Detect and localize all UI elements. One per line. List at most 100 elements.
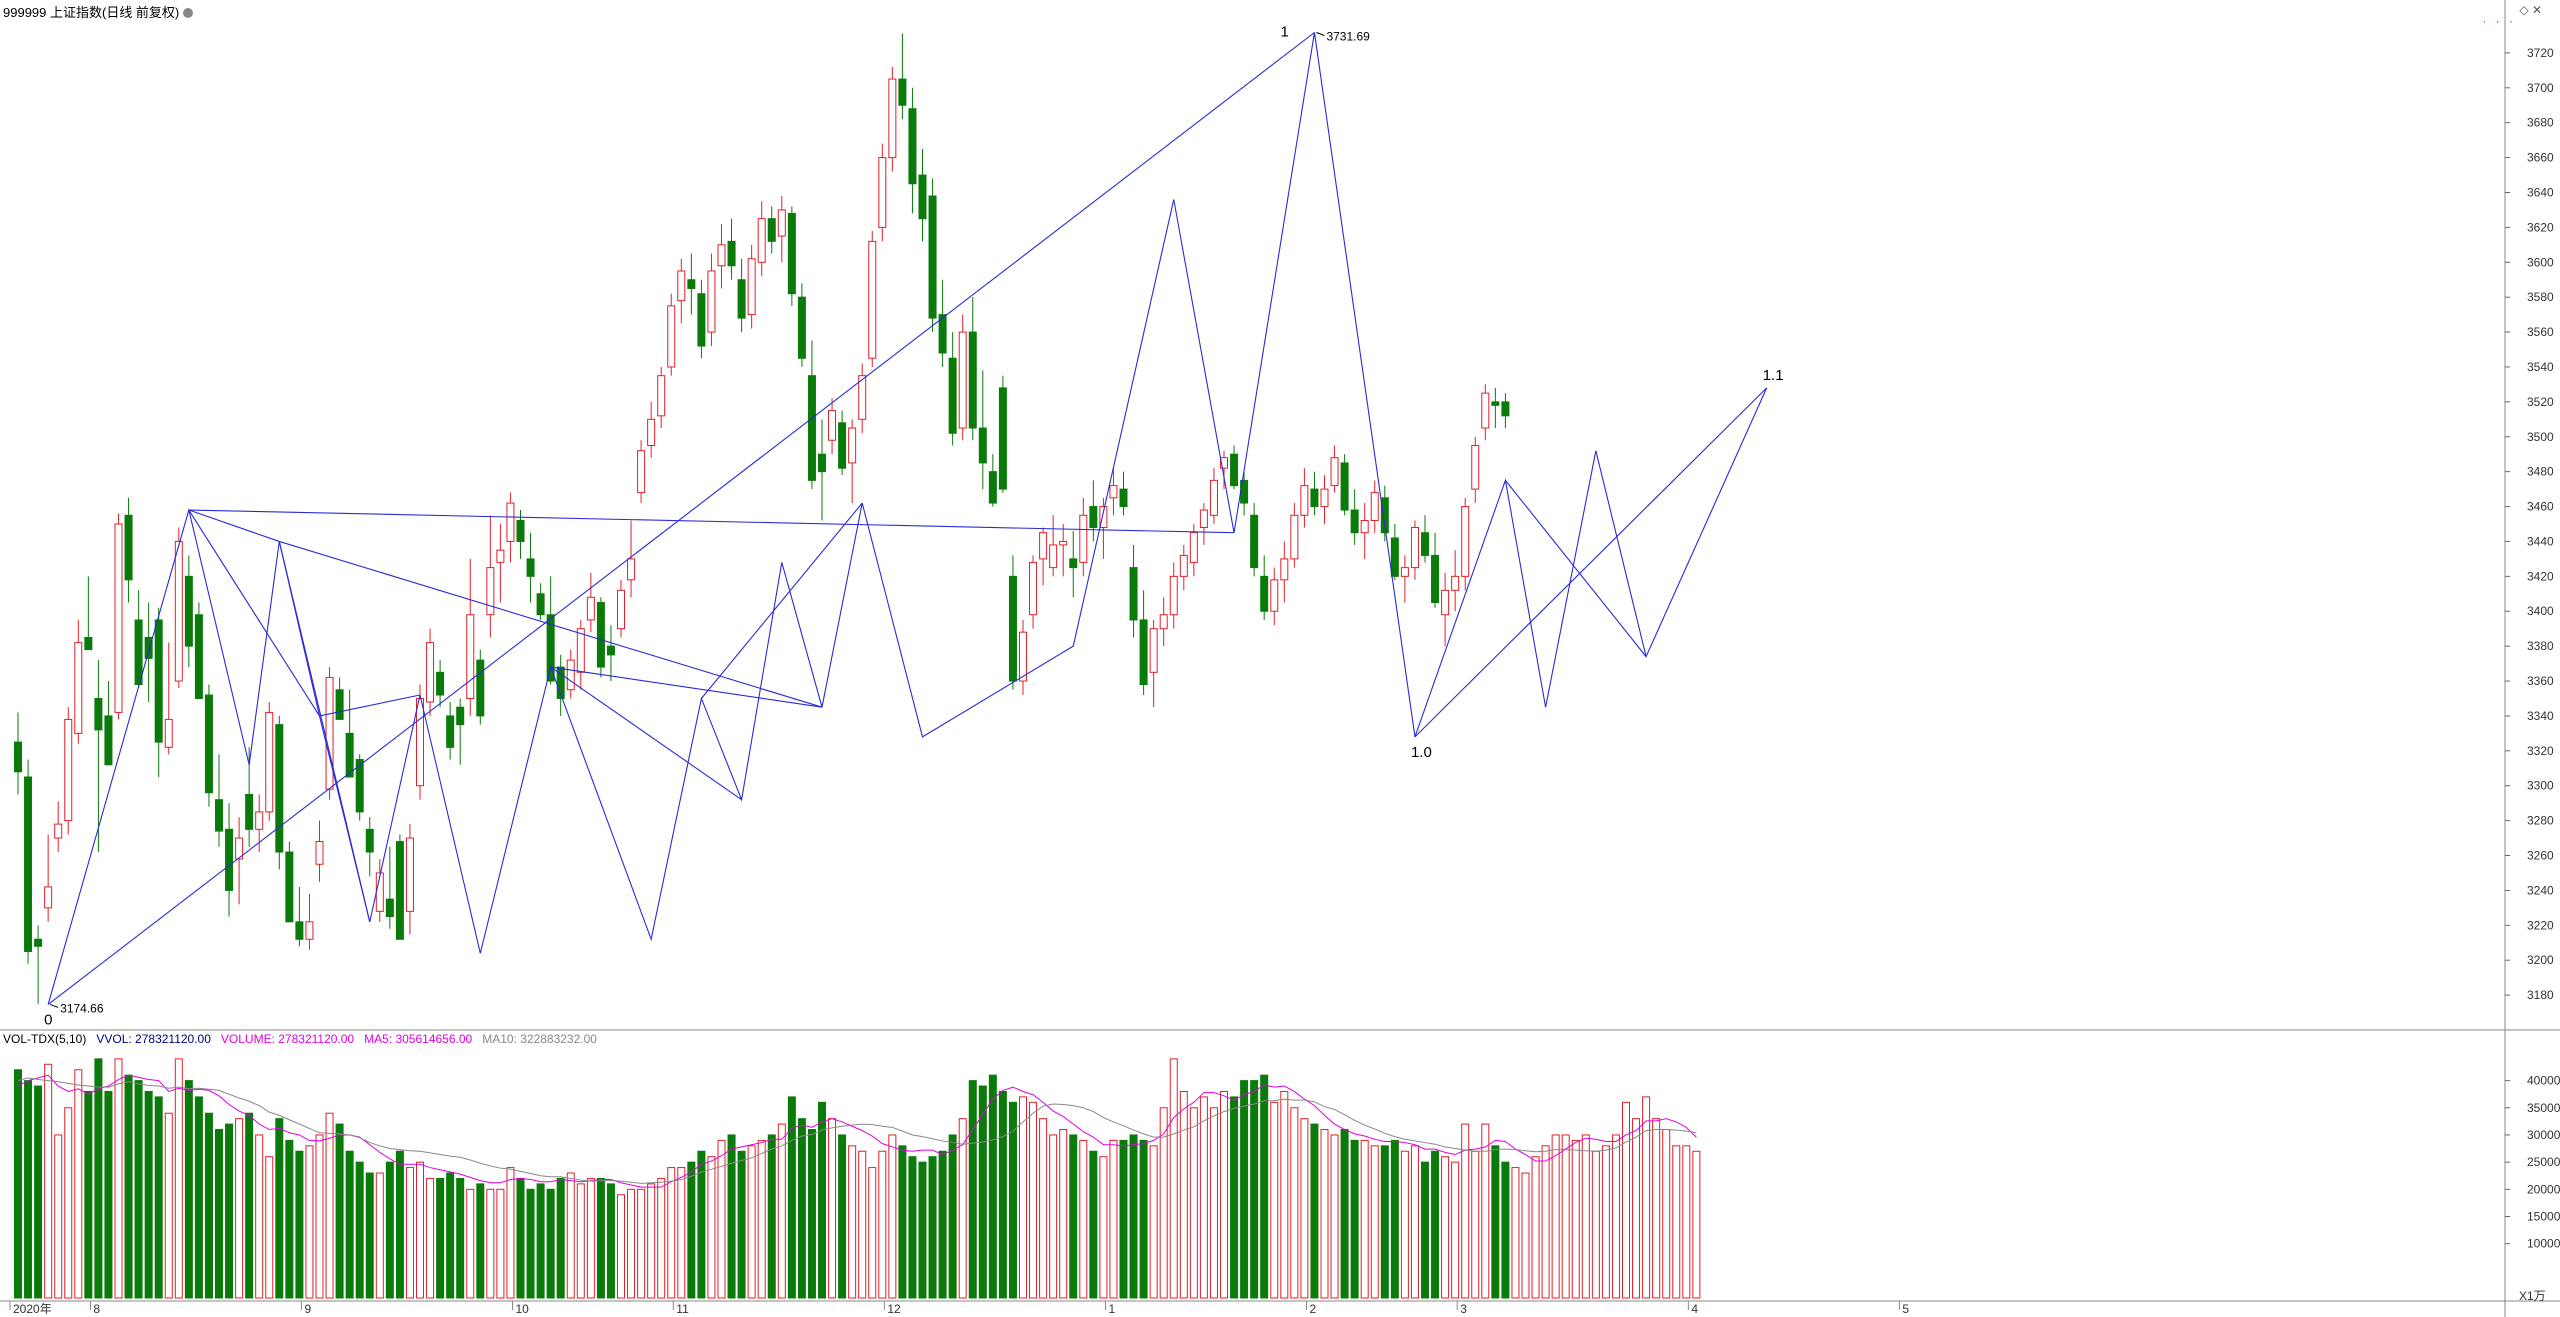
candle — [1079, 497, 1088, 577]
candle — [1471, 436, 1480, 504]
candle-body — [456, 706, 465, 726]
candle-body — [968, 331, 977, 429]
volume-bar — [556, 1177, 565, 1299]
volume-bar — [958, 1118, 967, 1299]
candle-body — [1049, 544, 1058, 569]
volume-bar — [677, 1167, 686, 1299]
volume-tick-label: 35000 — [2527, 1101, 2560, 1115]
candle — [1129, 544, 1138, 638]
volume-bar — [1079, 1139, 1088, 1299]
volume-bar — [1410, 1145, 1419, 1299]
wave-line — [550, 666, 742, 801]
diamond-icon[interactable]: ◇ — [2519, 3, 2529, 17]
info-circle-icon[interactable] — [183, 8, 194, 18]
candle — [717, 223, 726, 289]
candle-body — [737, 279, 746, 319]
close-icon[interactable]: ✕ — [2531, 3, 2542, 17]
candle-body — [94, 697, 103, 731]
date-tick-label: 5 — [1902, 1302, 1909, 1316]
volume-bar — [174, 1058, 183, 1299]
volume-bar — [1240, 1080, 1249, 1299]
volume-bar — [1551, 1134, 1560, 1299]
candle-body — [44, 886, 53, 909]
candle-body — [1390, 537, 1399, 577]
candle — [1491, 387, 1500, 429]
candle — [737, 258, 746, 333]
candle-body — [767, 218, 776, 242]
volume-bar — [64, 1107, 73, 1299]
volume-bar — [1380, 1145, 1389, 1299]
volume-bar — [1109, 1139, 1118, 1299]
volume-bar — [34, 1085, 43, 1299]
candle — [1431, 532, 1440, 608]
candle — [1049, 515, 1058, 577]
candle — [1330, 445, 1339, 493]
price-tick-label: 3400 — [2527, 604, 2554, 618]
candle — [978, 370, 987, 490]
candle-body — [586, 596, 595, 621]
volume-bar — [737, 1150, 746, 1299]
candle — [1461, 497, 1470, 591]
candle — [1199, 503, 1208, 545]
candle-body — [355, 759, 364, 813]
candle-body — [134, 619, 143, 686]
candle — [1189, 524, 1198, 577]
volume-indicator-name[interactable]: VOL-TDX(5,10) — [3, 1032, 87, 1046]
price-tick-label: 3260 — [2527, 849, 2554, 863]
candle — [657, 366, 666, 429]
candle-body — [566, 659, 575, 691]
volume-bar — [998, 1090, 1007, 1299]
candle-body — [1410, 526, 1419, 569]
candle-body — [285, 851, 294, 923]
date-tick-label: 3 — [1460, 1302, 1467, 1316]
volume-ma-line — [17, 1074, 1697, 1188]
volume-bar — [1059, 1129, 1068, 1299]
volume-bar — [627, 1188, 636, 1299]
volume-bar — [1280, 1090, 1289, 1299]
candle — [1390, 524, 1399, 580]
volume-bar — [1461, 1123, 1470, 1299]
volume-bar — [526, 1188, 535, 1299]
volume-bar — [717, 1139, 726, 1299]
candle-body — [1189, 532, 1198, 563]
candle — [1139, 590, 1148, 695]
candle-body — [1471, 444, 1480, 490]
volume-bar — [124, 1074, 133, 1299]
volume-bar — [1230, 1096, 1239, 1299]
candle-body — [1360, 520, 1369, 534]
candle — [204, 684, 213, 807]
price-annotation: 3731.69 — [1326, 29, 1370, 43]
volume-tick-label: 40000 — [2527, 1074, 2560, 1088]
volume-bar — [1129, 1134, 1138, 1299]
candle — [878, 143, 887, 242]
candle — [858, 363, 867, 434]
volume-bar — [225, 1123, 234, 1299]
candle-body — [1431, 554, 1440, 604]
candle-body — [436, 671, 445, 696]
volume-bar — [546, 1188, 555, 1299]
candle-body — [1330, 457, 1339, 487]
volume-bar — [134, 1080, 143, 1299]
wave-line — [47, 32, 1768, 1005]
date-tick-label: 12 — [887, 1302, 901, 1316]
volume-bar — [456, 1177, 465, 1299]
price-tick-label: 3440 — [2527, 534, 2554, 548]
candle — [1059, 524, 1068, 577]
candle-body — [204, 694, 213, 794]
volume-bar — [978, 1085, 987, 1299]
candle-body — [1139, 619, 1148, 686]
volume-bar — [1270, 1101, 1279, 1299]
candle — [1451, 550, 1460, 612]
volume-ma-lines — [17, 1074, 1697, 1188]
price-tick-label: 3360 — [2527, 674, 2554, 688]
candle — [1008, 555, 1017, 690]
candle-body — [697, 293, 706, 347]
volume-bar — [285, 1139, 294, 1299]
candle-body — [1481, 392, 1490, 429]
date-tick-label: 10 — [516, 1302, 530, 1316]
candle-body — [1320, 488, 1329, 508]
candle — [1270, 567, 1279, 626]
candle-body — [114, 523, 123, 713]
candle — [1109, 468, 1118, 516]
